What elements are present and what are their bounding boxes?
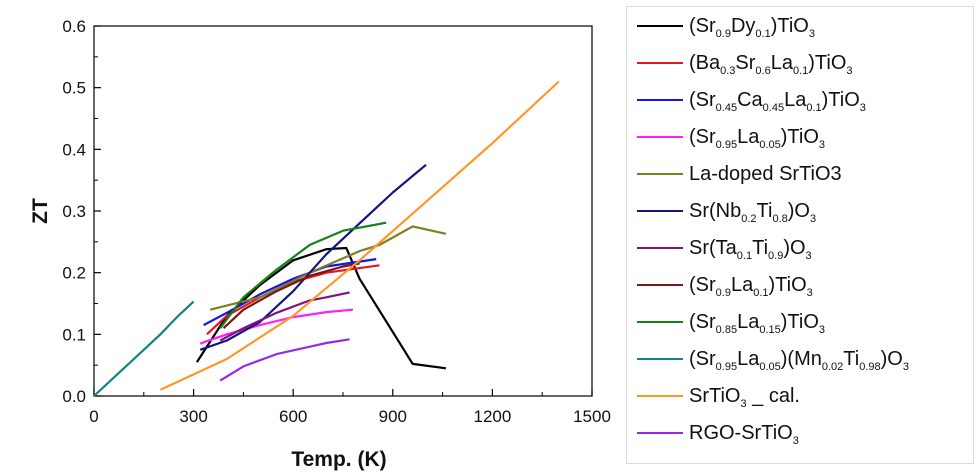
legend-item: Sr(Ta0.1Ti0.9)O3 <box>637 233 812 263</box>
legend-item: La-doped SrTiO3 <box>637 159 842 189</box>
series-line-6 <box>199 163 427 351</box>
legend-swatch <box>637 247 683 249</box>
legend-swatch <box>637 99 683 101</box>
legend-swatch <box>637 173 683 175</box>
y-tick-label: 0.4 <box>62 140 86 159</box>
legend-label: Sr(Ta0.1Ti0.9)O3 <box>689 236 812 262</box>
series-line-2 <box>206 264 380 336</box>
series-line-9 <box>219 221 387 329</box>
legend-label: (Sr0.85La0.15)TiO3 <box>689 310 826 336</box>
y-tick-label: 0.3 <box>62 202 86 221</box>
legend-item: (Sr0.95La0.05)TiO3 <box>637 122 825 152</box>
legend-label: (Sr0.9Dy0.1)TiO3 <box>689 14 815 40</box>
legend-label: La-doped SrTiO3 <box>689 162 842 185</box>
legend-label: (Ba0.3Sr0.6La0.1)TiO3 <box>689 51 853 77</box>
legend-swatch <box>637 432 683 434</box>
series-line-3 <box>203 258 377 327</box>
legend-label: (Sr0.9La0.1)TiO3 <box>689 273 813 299</box>
x-tick-label: 300 <box>179 407 207 426</box>
axis-ticks: 0 300 600 900 1200 1500 0.0 0.1 0.2 0.3 0.4 0.5 0.6 <box>62 17 611 426</box>
series-line-12 <box>219 338 350 382</box>
legend-label: RGO-SrTiO3 <box>689 421 799 447</box>
legend-item: Sr(Nb0.2Ti0.8)O3 <box>637 196 816 226</box>
series-line-11 <box>159 80 560 391</box>
series-line-4 <box>199 308 354 345</box>
legend-label: Sr(Nb0.2Ti0.8)O3 <box>689 199 817 225</box>
x-axis-label: Temp. (K) <box>291 448 386 471</box>
series-line-8 <box>222 262 360 330</box>
x-tick-label: 1200 <box>473 407 511 426</box>
y-tick-label: 0.2 <box>62 264 86 283</box>
plot-area: 0 300 600 900 1200 1500 0.0 0.1 0.2 0.3 0.4 0.5 0.6 <box>62 17 611 426</box>
series-line-5 <box>209 225 447 311</box>
legend-label: (Sr0.95La0.05)(Mn0.02Ti0.98)O3 <box>689 347 909 373</box>
x-tick-label: 0 <box>89 407 98 426</box>
legend-item: (Sr0.9Dy0.1)TiO3 <box>637 11 815 41</box>
legend-item: (Sr0.85La0.15)TiO3 <box>637 307 825 337</box>
legend-item: (Sr0.9La0.1)TiO3 <box>637 270 813 300</box>
line-chart: 0 300 600 900 1200 15000.00.10.20.30.40.50.6 … <box>29 17 611 471</box>
legend-swatch <box>637 62 683 64</box>
legend-swatch <box>637 210 683 212</box>
legend-item: (Ba0.3Sr0.6La0.1)TiO3 <box>637 48 853 78</box>
legend-swatch <box>637 25 683 27</box>
series-lines <box>93 80 560 397</box>
legend-item: SrTiO3 _ cal. <box>637 381 800 411</box>
legend-swatch <box>637 358 683 360</box>
legend-swatch <box>637 284 683 286</box>
y-tick-label: 0.1 <box>62 325 86 344</box>
legend-swatch <box>637 395 683 397</box>
legend-swatch <box>637 136 683 138</box>
legend-item: (Sr0.95La0.05)(Mn0.02Ti0.98)O3 <box>637 344 909 374</box>
x-tick-label: 600 <box>279 407 307 426</box>
legend-label: SrTiO3 _ cal. <box>689 384 800 410</box>
legend-label: (Sr0.95La0.05)TiO3 <box>689 125 826 151</box>
chart-legend: (Sr0.9Dy0.1)TiO3 (Ba0.3Sr0.6La0.1)TiO3 (Sr… <box>626 6 974 464</box>
legend-swatch <box>637 321 683 323</box>
series-line-7 <box>219 291 350 342</box>
y-axis-label: ZT <box>29 198 52 224</box>
y-tick-label: 0.5 <box>62 79 86 98</box>
legend-label: (Sr0.45Ca0.45La0.1)TiO3 <box>689 88 866 114</box>
y-tick-label: 0.0 <box>62 387 86 406</box>
legend-item: RGO-SrTiO3 <box>637 418 799 448</box>
x-tick-label: 900 <box>379 407 407 426</box>
y-tick-label: 0.6 <box>62 17 86 36</box>
x-tick-label: 1500 <box>573 407 611 426</box>
legend-item: (Sr0.45Ca0.45La0.1)TiO3 <box>637 85 866 115</box>
series-line-10 <box>93 300 195 397</box>
